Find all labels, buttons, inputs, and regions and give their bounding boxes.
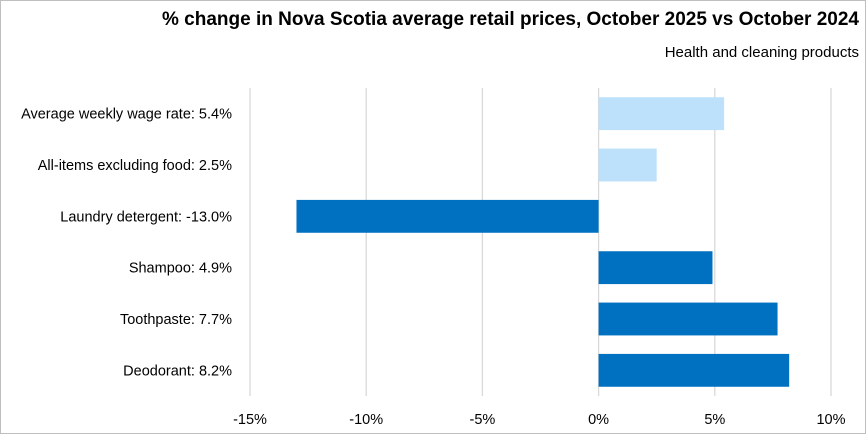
bar [598,353,790,387]
category-label: Shampoo: 4.9% [129,261,232,277]
category-label: Average weekly wage rate: 5.4% [21,107,232,123]
x-tick-label: 10% [816,412,845,428]
category-labels: Average weekly wage rate: 5.4% All-items … [21,107,232,380]
chart-title: % change in Nova Scotia average retail p… [162,9,859,30]
category-label: Laundry detergent: -13.0% [60,209,232,225]
gridlines [249,88,832,396]
bar [598,97,725,131]
category-label: Deodorant: 8.2% [123,363,232,379]
bar [296,199,599,233]
category-label: All-items excluding food: 2.5% [38,158,232,174]
x-tick-label: -5% [470,412,496,428]
chart-subtitle: Health and cleaning products [664,44,859,61]
x-tick-label: -10% [349,412,383,428]
bars [296,97,790,387]
bar [598,148,657,182]
category-label: Toothpaste: 7.7% [120,312,232,328]
x-tick-label: -15% [233,412,267,428]
bar [598,302,778,336]
x-tick-labels: -15% -10% -5% 0% 5% 10% [233,412,846,428]
x-tick-label: 5% [704,412,725,428]
bar [598,251,713,285]
x-tick-label: 0% [588,412,609,428]
